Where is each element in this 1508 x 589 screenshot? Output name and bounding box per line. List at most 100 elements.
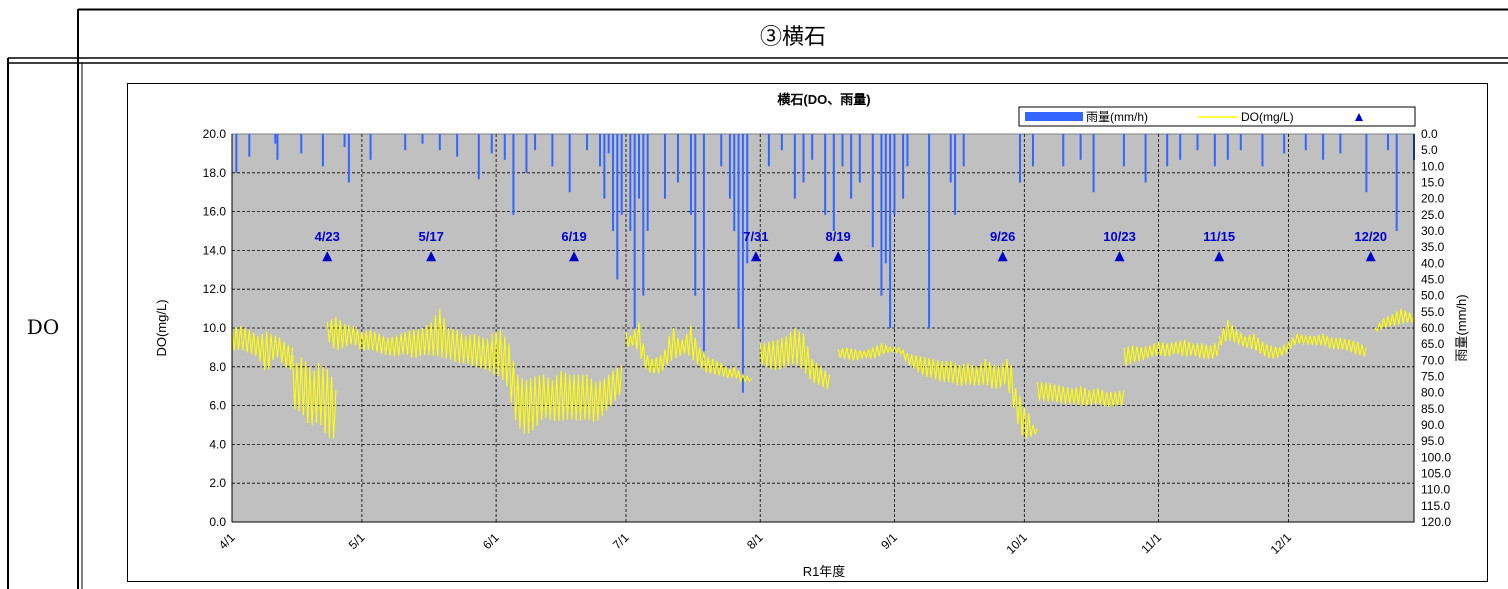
rain-bar <box>949 134 952 183</box>
rain-bar <box>620 134 623 215</box>
rain-bar <box>1079 134 1082 160</box>
rain-bar <box>884 134 887 264</box>
axes: 0.0 2.0 4.0 6.0 8.0 10.0 12.0 14.0 16.0 18.0 20.0 0… <box>203 127 1452 557</box>
y-left-tick-label: 4.0 <box>209 437 226 451</box>
rain-bar <box>503 134 506 160</box>
rain-bar <box>235 134 238 173</box>
do-line-segment <box>1002 358 1038 439</box>
y-right-tick-label: 45.0 <box>1421 273 1445 287</box>
x-tick-label: 11/1 <box>1138 530 1164 556</box>
rain-bar <box>767 134 770 167</box>
sampling-marker <box>833 251 844 262</box>
y-right-tick-label: 65.0 <box>1421 337 1445 351</box>
rain-bar <box>274 134 277 144</box>
rain-bar <box>477 134 480 180</box>
rain-bar <box>858 134 861 183</box>
rain-bar <box>603 134 606 199</box>
rain-bar <box>438 134 441 151</box>
rain-bar <box>824 134 827 215</box>
do-line-segment <box>292 355 337 439</box>
x-tick-label: 7/1 <box>610 530 632 552</box>
rain-bar <box>720 134 723 167</box>
y-left-tick-label: 6.0 <box>209 399 226 413</box>
sampling-marker <box>750 251 761 262</box>
sampling-date-label: 11/15 <box>1203 229 1235 244</box>
y-right-tick-label: 115.0 <box>1421 499 1450 513</box>
y-left-tick-label: 2.0 <box>209 476 226 490</box>
sampling-date-label: 4/23 <box>315 229 340 244</box>
rain-bar <box>880 134 883 296</box>
rain-bar <box>702 134 705 361</box>
rain-bar <box>832 134 835 231</box>
y-right-tick-label: 50.0 <box>1421 289 1445 303</box>
y-left-tick-label: 16.0 <box>203 205 227 219</box>
y-right-tick-label: 30.0 <box>1421 224 1445 238</box>
do-line-segment <box>1287 333 1367 357</box>
x-axis-label: R1年度 <box>803 564 846 579</box>
rain-bars <box>235 134 1415 393</box>
rain-bar <box>841 134 844 167</box>
legend: 雨量(mm/h) DO(mg/L) <box>1018 106 1416 127</box>
do-line-segment <box>898 347 1004 390</box>
rain-bar <box>1144 134 1147 183</box>
do-line-segment <box>837 343 900 361</box>
do-line-segment <box>1374 308 1415 333</box>
rain-bar <box>512 134 515 215</box>
legend-do-label: DO(mg/L) <box>1241 110 1294 124</box>
rain-bar <box>733 134 736 231</box>
rain-bar <box>689 134 692 215</box>
sampling-marker <box>1365 251 1376 262</box>
y-right-tick-label: 110.0 <box>1421 483 1450 497</box>
y-right-tick-label: 75.0 <box>1421 370 1445 384</box>
do-line-segment <box>759 327 831 390</box>
y-right-tick-label: 0.0 <box>1421 127 1438 141</box>
sampling-date-label: 12/20 <box>1354 229 1387 244</box>
rain-bar <box>642 134 645 296</box>
rain-bar <box>490 134 493 154</box>
rain-bar <box>1304 134 1307 151</box>
rain-bar <box>1092 134 1095 193</box>
do-line-segment <box>326 308 493 372</box>
y-right-tick-label: 120.0 <box>1421 515 1451 529</box>
y-right-tick-label: 5.0 <box>1421 143 1438 157</box>
sampling-date-label: 9/26 <box>990 229 1015 244</box>
rain-bar <box>1387 134 1390 151</box>
sampling-date-label: 5/17 <box>419 229 444 244</box>
rain-bar <box>906 134 909 167</box>
y-left-tick-label: 20.0 <box>203 127 227 141</box>
do-line-segment <box>1036 382 1125 408</box>
y-right-tick-label: 40.0 <box>1421 256 1445 270</box>
rain-bar <box>456 134 459 157</box>
rain-bar <box>599 134 602 167</box>
rain-bar <box>586 134 589 151</box>
y-right-tick-label: 105.0 <box>1421 467 1451 481</box>
y-left-tick-label: 10.0 <box>203 321 227 335</box>
x-tick-label: 6/1 <box>480 530 502 552</box>
rain-bar <box>612 134 615 231</box>
x-tick-label: 4/1 <box>216 530 238 552</box>
y-left-tick-label: 0.0 <box>209 515 226 529</box>
rain-bar <box>780 134 783 151</box>
rain-bar <box>1019 134 1021 183</box>
x-tick-label: 12/1 <box>1268 530 1295 557</box>
sampling-markers: 4/23 5/17 6/19 7/31 8/19 9/26 10/23 11/15 12/20 <box>315 229 1387 262</box>
rain-bar <box>871 134 874 248</box>
y-right-tick-label: 90.0 <box>1421 418 1445 432</box>
y-right-tick-label: 55.0 <box>1421 305 1445 319</box>
do-line-segment <box>1123 339 1220 366</box>
x-tick-label: 5/1 <box>346 530 368 552</box>
chart-title: 横石(DO、雨量) <box>777 92 870 107</box>
sampling-marker <box>322 251 333 262</box>
rain-bar <box>1226 134 1229 160</box>
do-line-segment <box>625 322 753 384</box>
rain-bar <box>893 134 896 215</box>
rain-bar <box>889 134 892 328</box>
y-left-tick-label: 18.0 <box>203 166 227 180</box>
rain-bar <box>568 134 571 193</box>
rain-bar <box>1239 134 1242 151</box>
rain-bar <box>741 134 744 393</box>
do-line-segment <box>231 326 294 371</box>
rain-bar <box>551 134 554 167</box>
y-right-tick-label: 15.0 <box>1421 176 1445 190</box>
rain-bar <box>248 134 251 157</box>
